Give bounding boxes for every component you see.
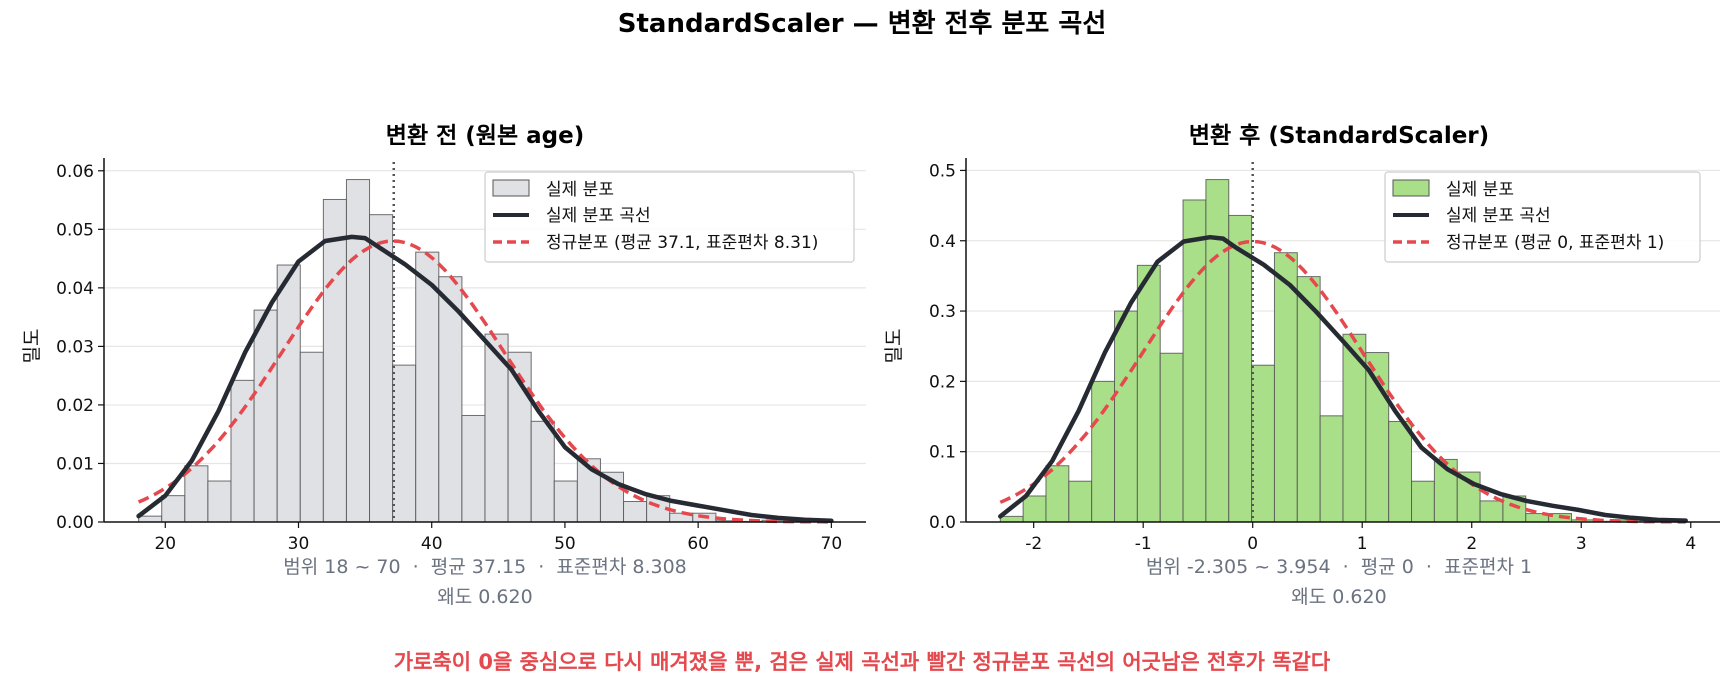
histogram-bar (461, 414, 486, 523)
y-tick-label: 0.4 (929, 232, 956, 252)
stats-line-2-before: 왜도 0.620 (437, 586, 532, 608)
y-tick-label: 0.02 (56, 396, 94, 416)
histogram-bar (1205, 179, 1230, 523)
stats-line-1-before: 범위 18 ~ 70 · 평균 37.15 · 표준편차 8.308 (283, 556, 687, 578)
y-tick-label: 0.03 (56, 337, 94, 357)
y-tick-label: 0.2 (929, 372, 956, 392)
figure-title: StandardScaler — 변환 전후 분포 곡선 (618, 9, 1106, 39)
x-tick-label: 0 (1247, 534, 1258, 554)
histogram-bar (1273, 252, 1298, 523)
histogram-bar (553, 480, 578, 523)
chart-panel-after: 변환 후 (StandardScaler) 0.0 0.1 0.2 0.3 0.4 0.5… (883, 123, 1720, 608)
x-tick-label: -2 (1025, 534, 1042, 554)
histogram-bar (322, 198, 347, 523)
histogram-bar (392, 364, 417, 523)
histogram-bar (345, 179, 371, 523)
y-tick-label: 0.06 (56, 162, 94, 182)
legend-box (484, 171, 855, 263)
x-tick-label: 70 (821, 534, 843, 554)
x-tick-label: 40 (421, 534, 443, 554)
histogram-bar (161, 495, 186, 523)
y-tick-label: 0.04 (56, 279, 94, 299)
histogram-bar (1388, 420, 1413, 523)
histogram-bar (999, 515, 1024, 523)
histogram-bar (138, 515, 163, 523)
normal-curve (137, 239, 832, 524)
histogram-bar (530, 420, 555, 523)
legend-after: 실제 분포 실제 분포 곡선 정규분포 (평균 0, 표준편차 1) (1384, 171, 1701, 263)
kde-curve (136, 234, 834, 524)
histogram-bar (1136, 264, 1161, 523)
legend-swatch-hist (492, 179, 530, 197)
histogram-bar (1114, 310, 1138, 523)
y-tick-label: 0.3 (929, 302, 956, 322)
histogram-bar (415, 251, 440, 523)
histogram-bar (623, 501, 648, 523)
histogram-bar (253, 309, 278, 523)
histogram-bar (1251, 364, 1275, 523)
histogram-bar (1159, 352, 1184, 523)
kde-curve (998, 234, 1688, 523)
chart-panel-before: 변환 전 (원본 age) 0.00 0.01 0.02 0.03 0.04 0.05 0.… (21, 123, 866, 608)
legend-box (1384, 171, 1701, 263)
x-tick-label: 3 (1576, 534, 1587, 554)
x-tick-label: 60 (687, 534, 709, 554)
histogram-bar (276, 264, 301, 523)
legend-label-normal: 정규분포 (평균 37.1, 표준편차 8.31) (546, 233, 818, 253)
histogram-bar (1068, 480, 1093, 523)
histogram-bar (1182, 199, 1207, 523)
x-tick-label: 50 (554, 534, 576, 554)
histogram-bar (1022, 495, 1047, 523)
x-tick-label: 2 (1466, 534, 1477, 554)
y-tick-label: 0.5 (929, 161, 956, 181)
y-axis-label-after: 밀도 (883, 329, 905, 364)
legend-swatch-hist (1392, 179, 1430, 197)
histogram-bar (1319, 415, 1344, 523)
y-tick-label: 0.1 (929, 443, 956, 463)
legend-before: 실제 분포 실제 분포 곡선 정규분포 (평균 37.1, 표준편차 8.31) (484, 171, 855, 263)
panel-title-before: 변환 전 (원본 age) (386, 123, 584, 149)
x-tick-label: 20 (154, 534, 176, 554)
histogram-bar (1091, 380, 1116, 523)
histogram-bar (1411, 480, 1435, 523)
y-tick-label: 0.00 (56, 513, 94, 533)
histogram-bar (369, 214, 394, 523)
stats-line-1-after: 범위 -2.305 ~ 3.954 · 평균 0 · 표준편차 1 (1146, 556, 1532, 578)
y-tick-label: 0.0 (929, 513, 956, 533)
normal-curve (999, 239, 1686, 524)
legend-label-kde: 실제 분포 곡선 (546, 206, 651, 226)
y-axis-label-before: 밀도 (21, 329, 43, 364)
legend-label-hist: 실제 분포 (546, 180, 614, 200)
x-tick-label: -1 (1135, 534, 1152, 554)
legend-label-kde: 실제 분포 곡선 (1446, 206, 1551, 226)
legend-label-normal: 정규분포 (평균 0, 표준편차 1) (1446, 233, 1664, 253)
histogram-bar (1228, 214, 1253, 523)
y-tick-label: 0.01 (56, 454, 94, 474)
footnote: 가로축이 0을 중심으로 다시 매겨졌을 뿐, 검은 실제 곡선과 빨간 정규분… (394, 650, 1331, 674)
histogram-bar (184, 465, 209, 523)
x-tick-label: 30 (288, 534, 310, 554)
stats-line-2-after: 왜도 0.620 (1291, 586, 1386, 608)
histogram-bar (1479, 500, 1504, 523)
histogram-bar (299, 351, 324, 523)
x-tick-label: 1 (1357, 534, 1368, 554)
histogram-bar (207, 480, 232, 523)
legend-label-hist: 실제 분포 (1446, 180, 1514, 200)
y-tick-label: 0.05 (56, 220, 94, 240)
histogram-bar (230, 379, 255, 523)
panel-title-after: 변환 후 (StandardScaler) (1189, 123, 1489, 149)
x-tick-label: 4 (1685, 534, 1696, 554)
